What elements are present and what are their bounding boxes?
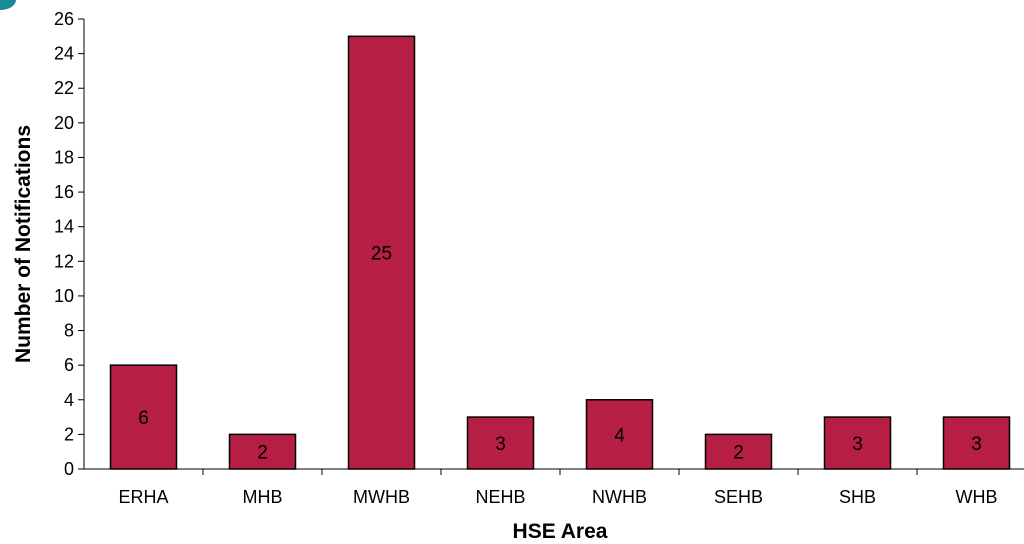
x-ticks-group: ERHA MHB MWHB NEHB NWHB SEHB SHB WHB bbox=[118, 469, 998, 507]
y-tick-label: 6 bbox=[64, 355, 74, 375]
data-label: 4 bbox=[614, 425, 625, 446]
x-axis-title: HSE Area bbox=[513, 520, 608, 543]
y-axis-title: Number of Notifications bbox=[12, 125, 35, 363]
y-tick-label: 8 bbox=[64, 321, 74, 341]
y-tick-label: 2 bbox=[64, 424, 74, 444]
y-tick-label: 12 bbox=[54, 251, 74, 271]
data-label: 6 bbox=[138, 408, 149, 429]
y-tick-label: 10 bbox=[54, 286, 74, 306]
data-labels-group: 6 2 25 3 4 2 3 3 bbox=[138, 244, 982, 464]
y-tick-label: 4 bbox=[64, 390, 74, 410]
x-tick-label: MHB bbox=[243, 487, 283, 507]
y-tick-label: 22 bbox=[54, 78, 74, 98]
x-tick-label: SHB bbox=[839, 487, 876, 507]
data-label: 25 bbox=[371, 244, 392, 265]
y-tick-label: 0 bbox=[64, 459, 74, 479]
bar bbox=[228, 433, 297, 470]
x-tick-label: SEHB bbox=[714, 487, 763, 507]
data-label: 2 bbox=[257, 443, 268, 464]
y-tick-label: 24 bbox=[54, 44, 74, 64]
x-tick-label: NEHB bbox=[475, 487, 525, 507]
x-tick-label: NWHB bbox=[592, 487, 647, 507]
y-tick-label: 18 bbox=[54, 147, 74, 167]
y-tick-label: 16 bbox=[54, 182, 74, 202]
bar bbox=[347, 35, 416, 470]
x-tick-label: WHB bbox=[956, 487, 998, 507]
y-tick-label: 26 bbox=[54, 9, 74, 29]
axes-group bbox=[83, 19, 1024, 470]
bars-group bbox=[109, 35, 1011, 470]
x-tick-label: ERHA bbox=[118, 487, 168, 507]
data-label: 3 bbox=[495, 434, 506, 455]
data-label: 3 bbox=[971, 434, 982, 455]
x-tick-label: MWHB bbox=[353, 487, 410, 507]
y-tick-label: 14 bbox=[54, 217, 74, 237]
y-tick-label: 20 bbox=[54, 113, 74, 133]
data-label: 2 bbox=[733, 443, 744, 464]
data-label: 3 bbox=[852, 434, 863, 455]
corner-logo-fragment bbox=[0, 0, 16, 10]
